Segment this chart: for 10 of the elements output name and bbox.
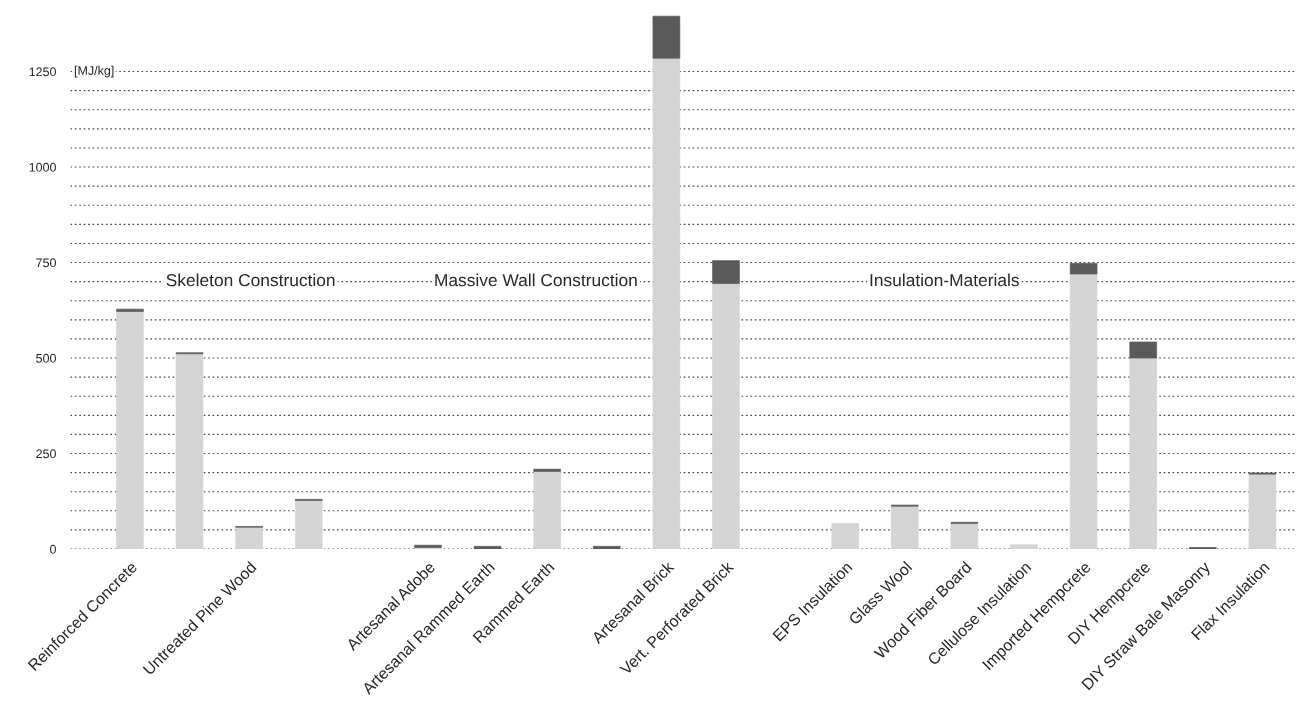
y-tick-label: 1250 bbox=[29, 67, 56, 77]
annotation: Insulation-Materials bbox=[870, 273, 1019, 287]
annotation: Skeleton Construction bbox=[166, 273, 335, 287]
y-tick-label: 750 bbox=[36, 258, 56, 268]
y-tick-label: 500 bbox=[36, 353, 56, 363]
y-tick-label: 250 bbox=[36, 449, 56, 459]
y-tick-label: 1000 bbox=[29, 162, 56, 172]
y-tick-label: 0 bbox=[50, 544, 56, 554]
y-axis-title: [MJ/kg] bbox=[74, 65, 114, 78]
annotation: Massive Wall Construction bbox=[435, 273, 637, 287]
